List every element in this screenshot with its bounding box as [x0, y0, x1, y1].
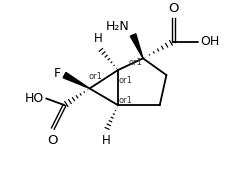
Text: O: O — [168, 2, 178, 15]
Text: HO: HO — [25, 92, 45, 105]
Text: or1: or1 — [129, 58, 143, 67]
Text: OH: OH — [200, 35, 219, 48]
Polygon shape — [130, 34, 143, 58]
Text: H₂N: H₂N — [106, 20, 130, 33]
Text: F: F — [54, 67, 61, 80]
Polygon shape — [63, 73, 90, 89]
Text: H: H — [102, 134, 111, 147]
Text: O: O — [47, 134, 58, 147]
Text: or1: or1 — [89, 72, 103, 81]
Text: or1: or1 — [118, 76, 132, 85]
Text: or1: or1 — [118, 96, 132, 105]
Text: H: H — [93, 32, 102, 45]
